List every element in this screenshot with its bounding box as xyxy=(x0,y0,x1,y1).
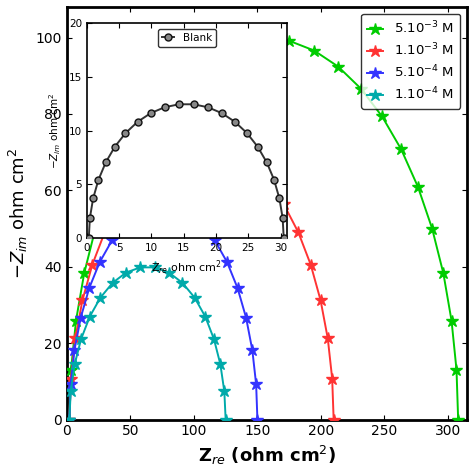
Legend: 5.10$^{-3}$ M, 1.10$^{-3}$ M, 5.10$^{-4}$ M, 1.10$^{-4}$ M: 5.10$^{-3}$ M, 1.10$^{-3}$ M, 5.10$^{-4}… xyxy=(361,14,460,109)
Y-axis label: $-Z_{im}$ ohm cm$^2$: $-Z_{im}$ ohm cm$^2$ xyxy=(7,147,30,279)
X-axis label: Z$_{re}$ (ohm cm$^2$): Z$_{re}$ (ohm cm$^2$) xyxy=(198,444,336,467)
